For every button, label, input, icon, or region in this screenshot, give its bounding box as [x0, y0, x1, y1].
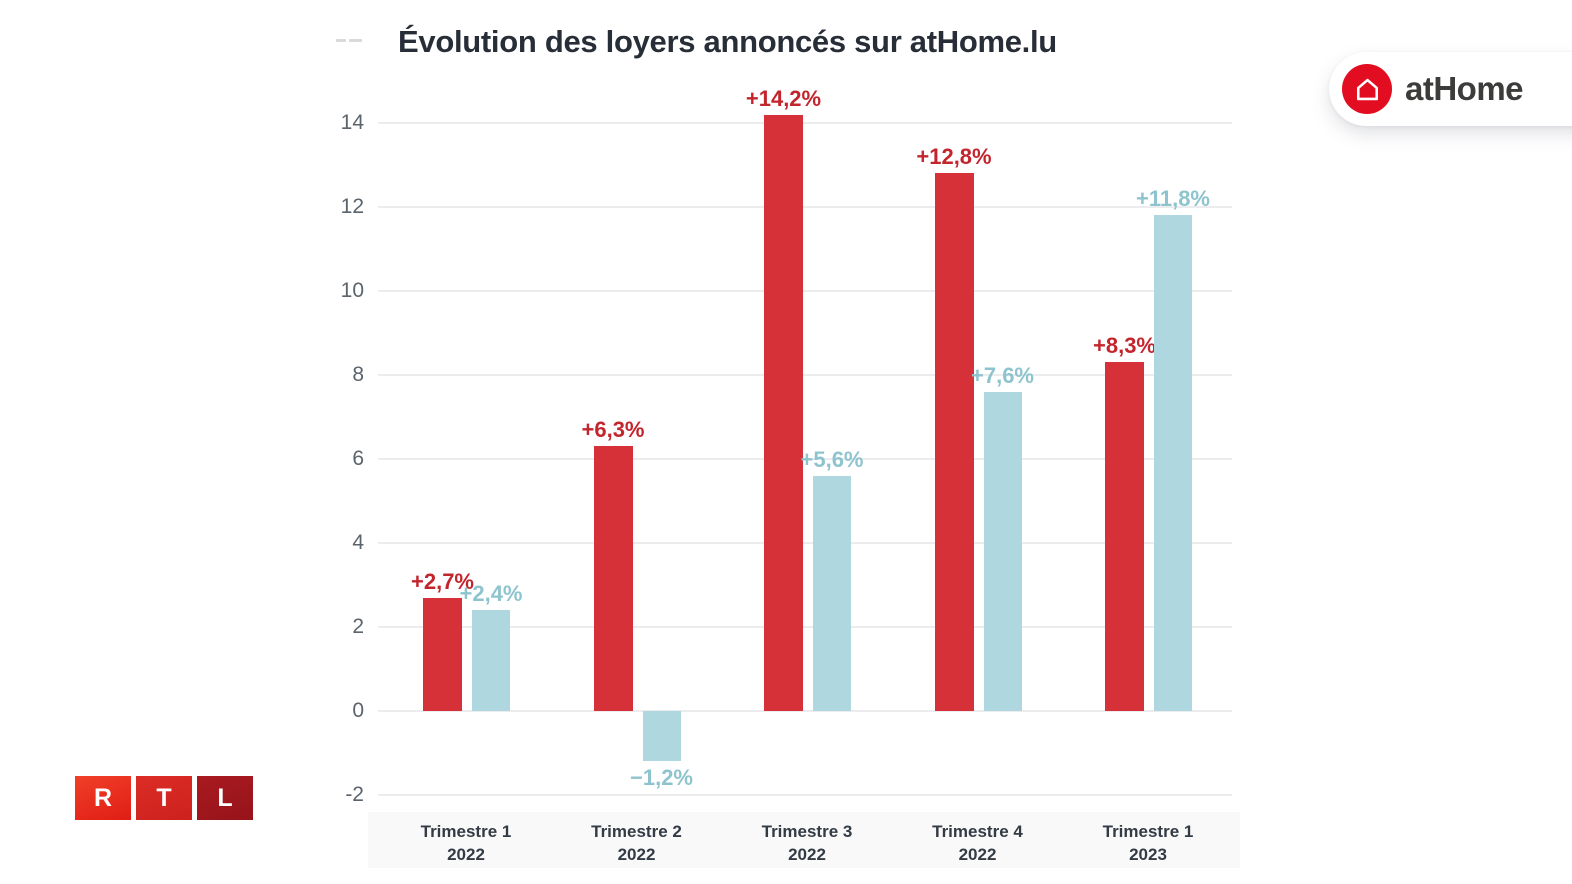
- rtl-logo: R T L: [75, 776, 253, 820]
- athome-logo-circle: [1342, 64, 1392, 114]
- x-label-line2: 2022: [447, 845, 485, 864]
- bar-value-label: +2,4%: [459, 581, 523, 607]
- x-label-line1: Trimestre 4: [932, 822, 1023, 841]
- x-label-line2: 2022: [617, 845, 656, 864]
- y-tick-label: 2: [352, 615, 364, 638]
- bar-blue-2: [642, 711, 681, 762]
- bar-value-label: +14,2%: [745, 85, 822, 111]
- xaxis-band: [368, 812, 1240, 868]
- bar-value-label: +6,3%: [581, 417, 645, 443]
- bar-red-4: [934, 173, 974, 711]
- bar-value-label: +7,6%: [971, 362, 1034, 388]
- bar-red-3: [764, 114, 803, 711]
- x-label-line1: Trimestre 1: [420, 822, 512, 841]
- bar-red-1: [423, 597, 462, 711]
- gridline-14: [378, 122, 1232, 124]
- gridline--2: [378, 794, 1232, 796]
- x-category-label: Trimestre 1 2023: [1068, 820, 1228, 866]
- athome-badge: atHome: [1329, 52, 1572, 126]
- house-icon: [1356, 78, 1378, 100]
- y-tick-label: 8: [352, 363, 364, 386]
- x-label-line2: 2022: [958, 845, 997, 864]
- bar-red-5: [1105, 362, 1144, 711]
- y-tick-label: 10: [340, 279, 364, 302]
- bar-value-label: +2,7%: [411, 568, 474, 594]
- x-category-label: Trimestre 2 2022: [557, 820, 717, 866]
- x-category-label: Trimestre 1 2022: [386, 820, 546, 866]
- y-tick-label: 4: [352, 531, 364, 554]
- x-category-label: Trimestre 3 2022: [727, 820, 887, 866]
- bar-value-label: +11,8%: [1135, 186, 1210, 212]
- bar-blue-4: [983, 391, 1022, 711]
- y-tick-label: 14: [340, 111, 364, 134]
- rtl-letter-t: T: [136, 776, 192, 820]
- x-label-line2: 2023: [1129, 845, 1167, 864]
- bar-blue-3: [813, 475, 851, 711]
- gridline-8: [378, 374, 1232, 376]
- bar-red-2: [593, 446, 633, 711]
- bar-value-label: +8,3%: [1093, 333, 1156, 359]
- athome-logo-text: atHome: [1405, 70, 1524, 107]
- x-label-line1: Trimestre 1: [1102, 822, 1194, 841]
- clipped-tick-marks: [336, 39, 366, 43]
- bar-value-label: +12,8%: [916, 144, 992, 170]
- bar-value-label: +5,6%: [800, 446, 864, 472]
- gridline-12: [378, 206, 1232, 208]
- gridline-2: [378, 626, 1232, 628]
- bar-blue-1: [472, 610, 510, 711]
- rtl-letter-l: L: [197, 776, 253, 820]
- x-category-label: Trimestre 4 2022: [898, 820, 1058, 866]
- chart-title: Évolution des loyers annoncés sur atHome…: [398, 24, 1057, 59]
- rtl-letter-r: R: [75, 776, 131, 820]
- bar-blue-5: [1154, 215, 1192, 711]
- bar-value-label: −1,2%: [630, 765, 693, 791]
- gridline-10: [378, 290, 1232, 292]
- x-label-line1: Trimestre 3: [761, 822, 853, 841]
- x-label-line1: Trimestre 2: [591, 822, 682, 841]
- gridline-0: [378, 710, 1232, 712]
- y-tick-label: 12: [340, 195, 364, 218]
- y-tick-label: -2: [345, 783, 364, 806]
- y-tick-label: 0: [352, 699, 364, 722]
- y-tick-label: 6: [352, 447, 364, 470]
- x-label-line2: 2022: [788, 845, 826, 864]
- gridline-4: [378, 542, 1232, 544]
- gridline-6: [378, 458, 1232, 460]
